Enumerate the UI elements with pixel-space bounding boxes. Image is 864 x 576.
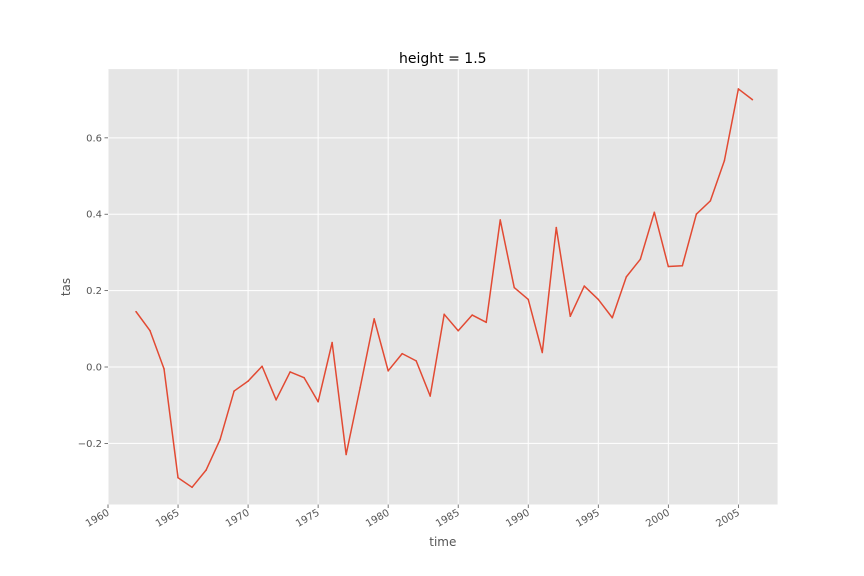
x-tick-label: 2005: [714, 508, 742, 530]
data-point: [275, 399, 277, 401]
data-point: [443, 313, 446, 316]
data-point: [191, 486, 193, 489]
data-point: [723, 159, 726, 162]
data-point: [583, 285, 586, 287]
data-point: [555, 226, 558, 229]
data-point: [163, 368, 165, 370]
data-point: [499, 219, 502, 221]
data-point: [527, 298, 530, 301]
data-point: [639, 258, 642, 261]
y-tick-label: 0.6: [86, 133, 102, 144]
x-tick-label: 1980: [364, 508, 392, 530]
data-point: [597, 298, 600, 301]
y-tick-label: 0.0: [86, 363, 102, 374]
x-axis-label: time: [429, 535, 456, 549]
chart-title: height = 1.5: [399, 51, 487, 67]
plot-background: [108, 69, 778, 505]
data-point: [429, 395, 431, 397]
series-layer: [135, 88, 754, 489]
data-point: [345, 453, 347, 456]
data-point: [219, 438, 221, 441]
data-point: [611, 316, 614, 319]
data-point: [737, 88, 740, 90]
data-point: [149, 329, 151, 332]
data-point: [359, 386, 361, 389]
x-axis: 1960 1965 1970 1975 1980 1985 1990 1995 2000 2005: [84, 504, 742, 530]
data-point: [135, 310, 137, 313]
data-point: [387, 370, 389, 372]
data-point: [541, 351, 544, 354]
data-point: [331, 341, 333, 344]
data-point: [667, 265, 670, 268]
data-point: [569, 315, 572, 318]
x-tick-label: 1985: [434, 508, 462, 530]
data-point: [653, 211, 656, 214]
data-point: [261, 365, 263, 368]
y-tick-label: 0.4: [86, 210, 102, 221]
data-point: [289, 371, 291, 373]
x-tick-label: 2000: [644, 508, 672, 530]
data-point: [751, 98, 754, 101]
data-point: [415, 360, 417, 362]
data-point: [373, 318, 375, 320]
data-point: [177, 476, 179, 479]
grid: [107, 69, 778, 505]
y-axis: −0.2 0.0 0.2 0.4 0.6: [78, 133, 108, 450]
x-tick-label: 1995: [574, 508, 602, 530]
x-tick-label: 1960: [84, 508, 112, 530]
data-point: [401, 352, 403, 355]
data-point: [233, 390, 235, 392]
data-point: [205, 469, 207, 471]
data-point: [303, 376, 305, 379]
data-point: [695, 213, 698, 216]
data-point: [457, 329, 460, 332]
data-point: [485, 321, 488, 324]
y-axis-label: tas: [59, 278, 73, 296]
data-point: [471, 314, 474, 316]
data-point: [247, 380, 249, 382]
x-tick-label: 1965: [154, 508, 182, 530]
y-tick-label: −0.2: [78, 439, 102, 450]
data-point: [709, 200, 712, 202]
x-tick-label: 1990: [504, 508, 532, 530]
data-point: [317, 400, 319, 403]
data-point: [681, 264, 684, 267]
x-tick-label: 1975: [294, 508, 322, 530]
y-tick-label: 0.2: [86, 286, 102, 297]
x-tick-label: 1970: [224, 508, 252, 530]
data-point: [513, 286, 516, 289]
data-point: [625, 276, 628, 278]
